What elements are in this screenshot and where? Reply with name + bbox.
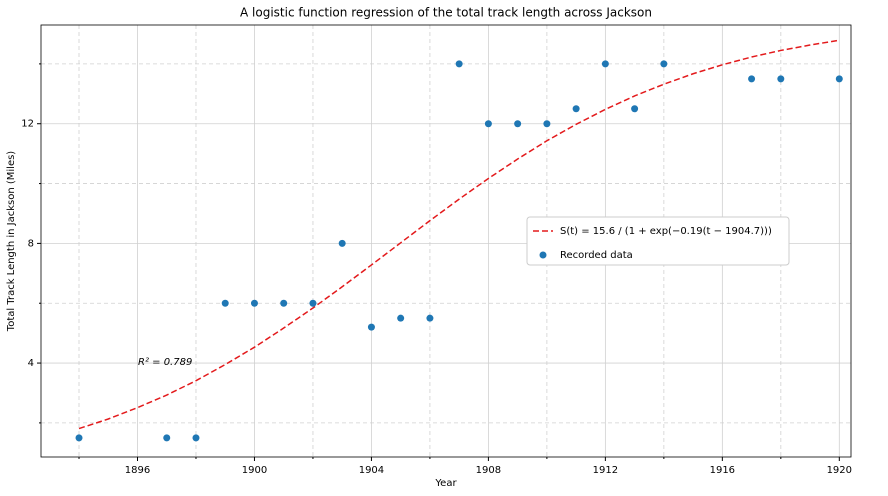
data-point <box>192 434 200 442</box>
x-axis-label: Year <box>434 478 457 489</box>
data-point <box>250 299 258 307</box>
plot-frame <box>40 24 852 458</box>
x-tick-label: 1912 <box>593 465 618 476</box>
data-point <box>426 314 434 322</box>
data-point <box>777 75 785 83</box>
x-tick-label: 1908 <box>476 465 501 476</box>
data-point <box>484 120 492 128</box>
chart-title: A logistic function regression of the to… <box>240 6 652 20</box>
y-axis-label: Total Track Length in Jackson (Miles) <box>6 151 17 333</box>
data-point <box>543 120 551 128</box>
legend-label: Recorded data <box>560 250 633 261</box>
data-point <box>748 75 756 83</box>
legend: S(t) = 15.6 / (1 + exp(−0.19(t − 1904.7)… <box>526 216 790 266</box>
x-tick-label: 1916 <box>710 465 735 476</box>
legend-box <box>526 216 790 266</box>
data-point <box>455 60 463 68</box>
data-point <box>660 60 668 68</box>
data-point <box>514 120 522 128</box>
x-tick-label: 1920 <box>827 465 852 476</box>
y-tick-label: 4 <box>28 358 34 369</box>
data-point <box>631 105 639 113</box>
data-point <box>397 314 405 322</box>
data-point <box>338 239 346 247</box>
data-point <box>75 434 83 442</box>
data-point <box>221 299 229 307</box>
y-tick-label: 8 <box>28 238 34 249</box>
data-point <box>163 434 171 442</box>
x-tick-label: 1904 <box>359 465 384 476</box>
fit-line <box>78 39 840 430</box>
y-tick-label: 12 <box>21 119 34 130</box>
legend-label: S(t) = 15.6 / (1 + exp(−0.19(t − 1904.7)… <box>560 226 772 237</box>
data-point <box>367 323 375 331</box>
data-point <box>280 299 288 307</box>
data-point <box>835 75 843 83</box>
data-point <box>601 60 609 68</box>
annotation: R² = 0.789 <box>138 357 192 368</box>
legend-swatch <box>539 251 547 259</box>
x-tick-label: 1900 <box>242 465 267 476</box>
data-point <box>572 105 580 113</box>
x-tick-label: 1896 <box>125 465 150 476</box>
data-point <box>309 299 317 307</box>
